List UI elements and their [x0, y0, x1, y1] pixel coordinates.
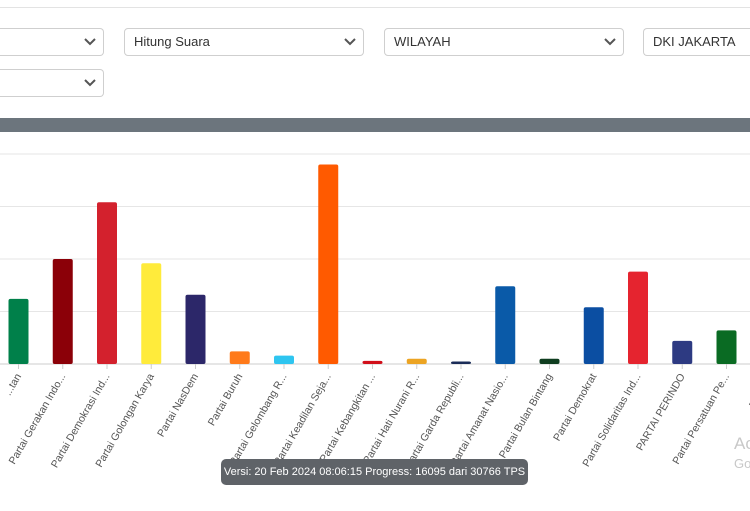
- chevron-down-icon: [84, 79, 96, 87]
- region-value: DKI JAKARTA: [653, 34, 736, 49]
- first-filter-select[interactable]: [0, 28, 104, 56]
- x-tick-label: PARTAI PERINDO: [634, 372, 688, 453]
- bar[interactable]: [8, 298, 29, 364]
- bar[interactable]: [406, 358, 427, 364]
- bar[interactable]: [185, 294, 206, 364]
- x-tick-label: ...tan: [2, 371, 24, 397]
- second-filter-select[interactable]: [0, 69, 104, 97]
- top-divider: [0, 7, 750, 8]
- chevron-down-icon: [604, 38, 616, 46]
- bar[interactable]: [716, 330, 737, 364]
- bar[interactable]: [97, 202, 117, 364]
- bar[interactable]: [583, 307, 604, 364]
- bar[interactable]: [495, 286, 516, 364]
- version-progress-tooltip: Versi: 20 Feb 2024 08:06:15 Progress: 16…: [221, 459, 528, 504]
- bar[interactable]: [362, 360, 383, 364]
- scope-value: WILAYAH: [394, 34, 451, 49]
- x-tick-label: Partai Buruh: [206, 371, 246, 428]
- chevron-down-icon: [344, 38, 356, 46]
- bar[interactable]: [539, 358, 560, 364]
- bar[interactable]: [451, 361, 471, 364]
- chevron-down-icon: [84, 38, 96, 46]
- x-tick-label: Partai NasDem: [155, 371, 201, 439]
- watermark-line2: Go: [734, 456, 750, 471]
- watermark-line1: Ac: [734, 434, 750, 453]
- bar[interactable]: [628, 271, 648, 364]
- bar[interactable]: [672, 340, 693, 364]
- x-tick-label: Partai Demokrat: [551, 371, 599, 443]
- bar[interactable]: [274, 355, 294, 364]
- count-type-value: Hitung Suara: [134, 34, 210, 49]
- bar[interactable]: [318, 164, 339, 365]
- bar[interactable]: [229, 351, 250, 364]
- bar[interactable]: [141, 263, 162, 364]
- bar[interactable]: [52, 259, 73, 364]
- chart-header-bar: [0, 118, 750, 132]
- scope-select[interactable]: WILAYAH: [384, 28, 624, 56]
- region-select[interactable]: DKI JAKARTA: [643, 28, 750, 56]
- count-type-select[interactable]: Hitung Suara: [124, 28, 364, 56]
